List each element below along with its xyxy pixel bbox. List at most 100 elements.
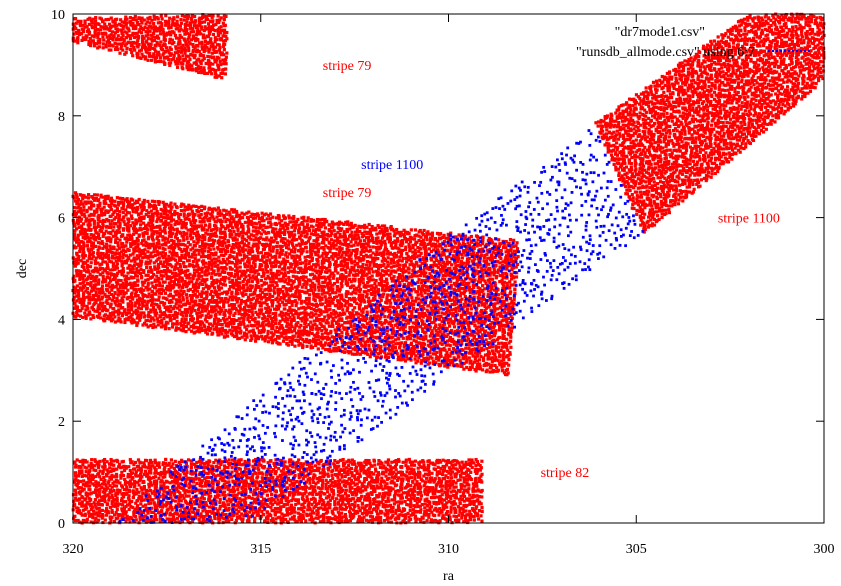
data-point-dr7 <box>183 205 187 209</box>
data-point-dr7 <box>211 294 215 299</box>
data-point-dr7 <box>129 23 133 27</box>
data-point-dr7 <box>74 269 79 273</box>
data-point-dr7 <box>465 257 470 261</box>
data-point-dr7 <box>293 270 297 274</box>
data-point-dr7 <box>163 225 167 229</box>
data-point-dr7 <box>112 24 116 28</box>
data-point-dr7 <box>392 229 396 233</box>
data-point-dr7 <box>238 244 242 249</box>
data-point-dr7 <box>453 249 457 254</box>
data-point-dr7 <box>289 289 293 293</box>
data-point-dr7 <box>165 297 169 302</box>
data-point-dr7 <box>354 256 358 260</box>
data-point-dr7 <box>177 269 181 273</box>
data-point-dr7 <box>146 270 151 274</box>
data-point-dr7 <box>439 270 443 274</box>
data-point-dr7 <box>150 290 155 294</box>
data-point-dr7 <box>171 218 176 222</box>
data-point-dr7 <box>132 263 136 268</box>
data-point-dr7 <box>165 260 169 264</box>
data-point-dr7 <box>388 237 392 242</box>
data-point-dr7 <box>514 256 519 260</box>
data-point-dr7 <box>75 271 79 275</box>
data-point-dr7 <box>181 242 185 246</box>
data-point-dr7 <box>283 280 287 284</box>
data-point-dr7 <box>279 249 284 253</box>
data-point-dr7 <box>206 71 210 75</box>
data-point-dr7 <box>460 252 464 257</box>
data-point-dr7 <box>424 278 428 282</box>
data-point-dr7 <box>476 238 480 242</box>
data-point-dr7 <box>188 243 192 247</box>
data-point-dr7 <box>247 235 251 240</box>
data-point-dr7 <box>283 237 287 241</box>
data-point-dr7 <box>150 228 154 232</box>
data-point-dr7 <box>192 221 197 225</box>
data-point-dr7 <box>308 273 313 277</box>
data-point-dr7 <box>219 253 223 257</box>
data-point-dr7 <box>135 267 139 271</box>
data-point-dr7 <box>107 44 111 48</box>
data-point-dr7 <box>78 277 82 281</box>
data-point-dr7 <box>124 51 128 55</box>
data-point-dr7 <box>353 234 357 238</box>
data-point-dr7 <box>287 216 291 220</box>
data-point-dr7 <box>464 253 468 257</box>
data-point-dr7 <box>271 283 275 287</box>
data-point-dr7 <box>104 43 108 47</box>
data-point-dr7 <box>97 278 101 282</box>
data-point-dr7 <box>216 247 220 251</box>
data-point-dr7 <box>421 272 426 276</box>
data-point-dr7 <box>312 263 316 267</box>
data-point-dr7 <box>363 230 367 234</box>
data-point-dr7 <box>478 243 483 247</box>
data-point-dr7 <box>90 298 94 302</box>
data-point-dr7 <box>109 273 114 277</box>
data-point-dr7 <box>376 252 381 256</box>
data-point-dr7 <box>359 293 363 297</box>
data-point-dr7 <box>213 71 218 75</box>
data-point-dr7 <box>359 270 363 274</box>
data-point-dr7 <box>164 33 168 37</box>
data-point-dr7 <box>132 232 136 236</box>
data-point-dr7 <box>409 259 413 263</box>
data-point-dr7 <box>282 257 286 261</box>
data-point-dr7 <box>83 25 87 29</box>
data-point-dr7 <box>160 22 164 26</box>
data-point-dr7 <box>173 258 178 262</box>
data-point-dr7 <box>486 289 490 293</box>
data-point-dr7 <box>460 268 465 272</box>
data-point-dr7 <box>142 198 146 202</box>
data-point-dr7 <box>82 295 86 300</box>
data-point-dr7 <box>83 284 87 288</box>
data-point-dr7 <box>149 37 154 41</box>
data-point-dr7 <box>114 238 118 242</box>
data-point-dr7 <box>191 42 195 47</box>
data-point-dr7 <box>245 268 250 272</box>
data-point-dr7 <box>331 301 335 305</box>
data-point-dr7 <box>449 249 453 254</box>
data-point-dr7 <box>349 251 354 255</box>
data-point-dr7 <box>169 201 173 205</box>
data-point-dr7 <box>420 257 424 262</box>
data-point-dr7 <box>501 271 505 276</box>
data-point-dr7 <box>307 226 311 230</box>
data-point-dr7 <box>191 265 196 269</box>
data-point-dr7 <box>432 260 436 264</box>
data-point-dr7 <box>256 244 260 248</box>
data-point-dr7 <box>78 206 83 210</box>
data-point-dr7 <box>357 293 361 298</box>
data-point-dr7 <box>463 283 468 288</box>
data-point-dr7 <box>194 281 198 285</box>
data-point-dr7 <box>176 239 180 243</box>
data-point-dr7 <box>219 28 224 33</box>
data-point-dr7 <box>120 264 124 268</box>
data-point-dr7 <box>136 242 140 246</box>
data-point-dr7 <box>246 295 251 299</box>
data-point-dr7 <box>384 272 389 276</box>
data-point-dr7 <box>115 47 120 51</box>
data-point-dr7 <box>461 248 466 253</box>
data-point-dr7 <box>120 29 124 33</box>
data-point-dr7 <box>114 222 118 226</box>
data-point-dr7 <box>215 75 219 79</box>
